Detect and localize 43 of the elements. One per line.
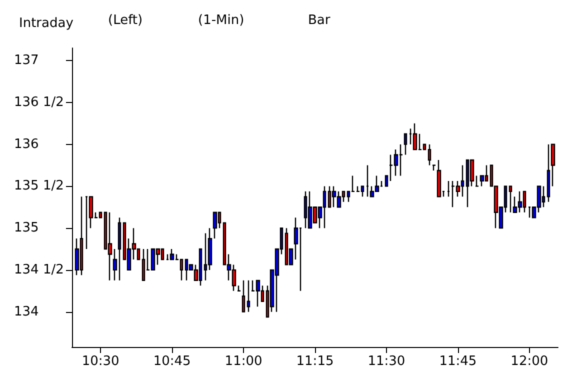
text: (1-Min) bbox=[198, 13, 244, 28]
candlestick bbox=[142, 248, 146, 282]
text: Bar bbox=[308, 13, 331, 28]
chart-title: Intraday bbox=[19, 16, 74, 31]
x-tick-label: 10:45 bbox=[153, 354, 191, 369]
x-tick-label: 12:00 bbox=[510, 354, 548, 369]
x-tick-label: 10:30 bbox=[82, 354, 120, 369]
x-tick-label: 11:30 bbox=[368, 354, 406, 369]
candlestick bbox=[428, 144, 432, 166]
candlestick bbox=[404, 133, 408, 156]
candlestick bbox=[546, 144, 550, 202]
candlestick bbox=[242, 280, 246, 312]
candlestick bbox=[508, 186, 512, 213]
candlestick bbox=[356, 186, 360, 192]
candlestick bbox=[112, 248, 118, 282]
y-tick-label: 136 bbox=[14, 136, 39, 152]
y-tick-label: 137 bbox=[14, 53, 39, 68]
candlestick bbox=[446, 180, 450, 198]
candlestick bbox=[246, 280, 250, 312]
candlestick bbox=[108, 212, 112, 282]
candlestick bbox=[432, 164, 436, 172]
candlestick bbox=[412, 122, 418, 150]
x-tick-label: 11:45 bbox=[439, 354, 477, 369]
candlestick bbox=[170, 248, 174, 260]
candlestick bbox=[236, 285, 242, 292]
x-tick-label: 11:15 bbox=[296, 354, 334, 369]
candlestick bbox=[360, 186, 364, 198]
y-tick-label: 136 1/2 bbox=[14, 94, 64, 110]
candlestick bbox=[384, 175, 388, 187]
y-tick-label: 135 bbox=[14, 220, 39, 236]
y-tick-label: 135 1/2 bbox=[14, 178, 64, 194]
y-tick-label: 134 bbox=[14, 304, 39, 320]
candlestick bbox=[98, 212, 102, 218]
y-tick-label: 134 1/2 bbox=[14, 262, 64, 278]
candlestick bbox=[474, 175, 480, 187]
candlestick bbox=[436, 159, 442, 198]
candlestick bbox=[256, 280, 260, 308]
text: (Left) bbox=[108, 13, 143, 28]
candlestick bbox=[550, 144, 556, 187]
x-tick-label: 11:00 bbox=[224, 354, 262, 369]
candlestick bbox=[212, 212, 218, 240]
candlestick bbox=[366, 164, 370, 198]
candlestick bbox=[118, 217, 122, 282]
